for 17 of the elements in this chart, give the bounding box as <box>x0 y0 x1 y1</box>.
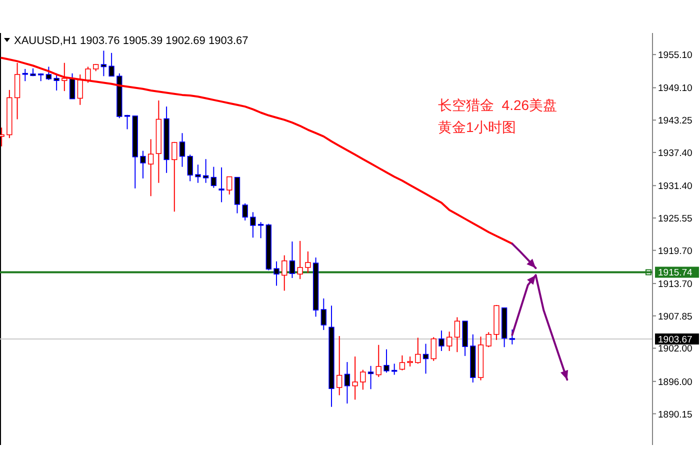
annotation: 黄金1小时图 <box>438 119 516 135</box>
y-tick-label: 1943.25 <box>658 116 692 127</box>
y-tick-label: 1955.10 <box>658 50 692 62</box>
ref-line-label: 1903.67 <box>658 334 692 346</box>
y-tick-label: 1896.00 <box>658 376 692 388</box>
y-tick-label: 1949.10 <box>658 83 692 94</box>
ref-line-label: 1915.74 <box>658 268 692 279</box>
y-tick-label: 1902.00 <box>658 344 692 355</box>
chart-title: XAUUSD,H1 1903.76 1905.39 1902.69 1903.67 <box>14 35 248 47</box>
y-tick-label: 1907.85 <box>658 311 692 322</box>
y-tick-label: 1931.40 <box>658 181 692 192</box>
y-tick-label: 1890.15 <box>658 409 692 420</box>
annotation: 长空猎金 4.26美盘 <box>438 97 558 113</box>
y-tick-label: 1937.40 <box>658 148 692 159</box>
y-tick-label: 1913.70 <box>658 279 692 290</box>
y-tick-label: 1925.55 <box>658 213 692 224</box>
y-tick-label: 1919.70 <box>658 246 692 257</box>
